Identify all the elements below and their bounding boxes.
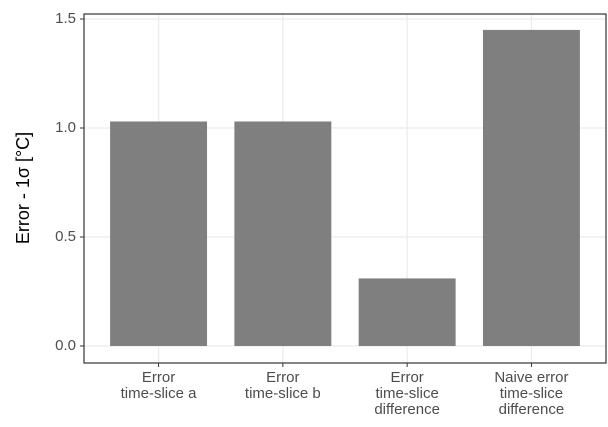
bar [234,121,332,346]
panel-border [83,13,607,364]
bar [358,278,456,346]
y-tick-label: 1.0 [55,119,76,136]
bar [110,121,208,346]
x-tick-label: Error time-slice a [120,369,197,402]
y-tick-label: 1.5 [55,10,76,27]
y-axis-title: Error - 1σ [°C] [13,132,33,244]
x-tick-label: Error time-slice b [244,369,321,402]
x-tick-label: Error time-slice difference [374,369,440,418]
y-tick-label: 0.5 [55,228,76,245]
y-tick-label: 0.0 [55,337,76,354]
bar [482,29,580,346]
x-tick-label: Naive error time-slice difference [494,369,569,418]
